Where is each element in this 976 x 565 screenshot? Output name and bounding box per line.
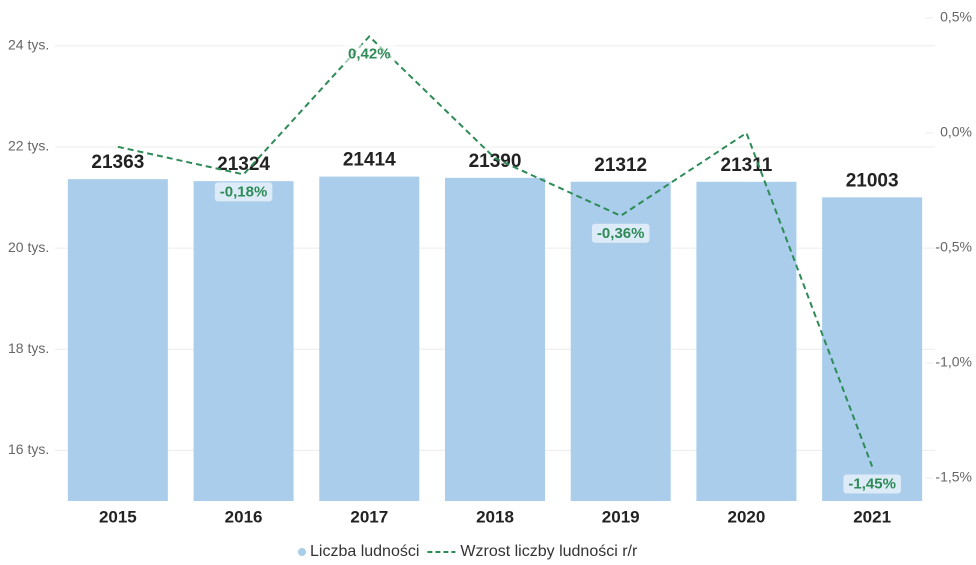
- x-tick-label: 2019: [602, 507, 640, 526]
- y-tick-label: 16 tys.: [8, 441, 49, 457]
- label-box: [343, 44, 396, 64]
- x-tick-label: 2020: [728, 507, 766, 526]
- legend-swatch: [298, 548, 306, 556]
- x-tick-label: 2018: [476, 507, 514, 526]
- x-tick-label: 2021: [853, 507, 891, 526]
- y-tick-label: 18 tys.: [8, 340, 49, 356]
- label-box: [214, 182, 273, 202]
- bar-value-label: 21324: [217, 154, 270, 175]
- bar: [445, 177, 545, 502]
- x-tick-label: 2017: [350, 507, 388, 526]
- line-value-label-text: 0,42%: [348, 45, 391, 62]
- bar-value-label: 21390: [469, 151, 522, 172]
- bar: [696, 181, 797, 501]
- line-value-label-text: -0,36%: [597, 225, 645, 242]
- x-tick-label: 2015: [99, 507, 137, 526]
- y-tick-label: 20 tys.: [8, 239, 49, 255]
- line-value-label-text: -0,18%: [220, 183, 268, 200]
- y2-tick-label: -1,0%: [935, 354, 972, 370]
- line-value-label: -0,36%: [591, 223, 650, 243]
- line-value-label: -1,45%: [843, 474, 901, 494]
- x-tick-label: 2016: [225, 507, 263, 526]
- legend-label: Wzrost liczby ludności r/r: [460, 543, 638, 560]
- bar: [193, 181, 294, 502]
- y-tick-label: 22 tys.: [8, 138, 49, 154]
- label-box: [591, 223, 650, 243]
- bar: [67, 179, 168, 502]
- y2-tick-label: 0,5%: [940, 9, 972, 25]
- bar-value-label: 21003: [846, 170, 899, 191]
- bar-value-label: 21414: [343, 150, 396, 171]
- legend-label: Liczba ludności: [310, 543, 419, 560]
- legend: Liczba ludności Wzrost liczby ludności r/…: [298, 543, 638, 560]
- line-value-label: 0,42%: [343, 44, 396, 64]
- line-value-label: -0,18%: [214, 182, 273, 202]
- label-box: [843, 474, 901, 494]
- y2-tick-label: 0,0%: [940, 124, 972, 140]
- bar-value-label: 21311: [721, 155, 773, 176]
- bar: [319, 176, 420, 501]
- line-value-label-text: -1,45%: [848, 475, 896, 492]
- bar-value-label: 21363: [91, 152, 144, 173]
- y-tick-label: 24 tys.: [8, 37, 49, 53]
- line: [117, 34, 874, 467]
- bar-value-label: 21312: [594, 155, 647, 176]
- bar: [822, 197, 923, 502]
- y2-tick-label: -1,5%: [935, 469, 972, 485]
- y2-tick-label: -0,5%: [935, 239, 972, 255]
